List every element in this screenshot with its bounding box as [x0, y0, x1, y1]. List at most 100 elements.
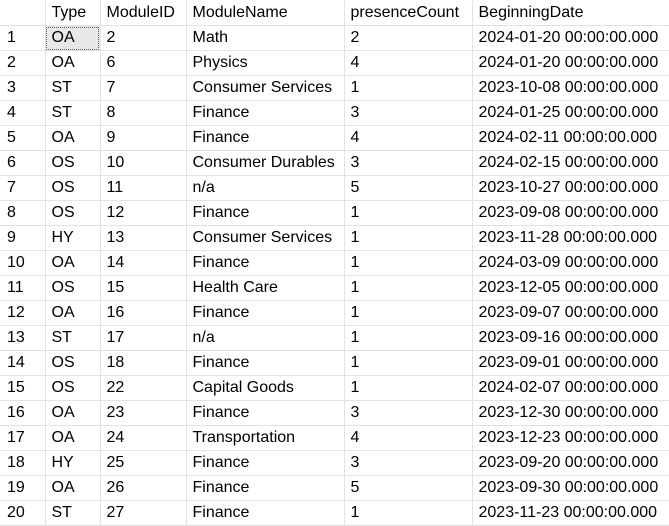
- presence-count-cell[interactable]: 1: [344, 375, 473, 401]
- table-row[interactable]: 13 ST 17 n/a 1 2023-09-16 00:00:00.000: [0, 325, 669, 351]
- module-id-cell[interactable]: 14: [100, 250, 187, 276]
- type-cell[interactable]: ST: [45, 75, 101, 101]
- beginning-date-cell[interactable]: 2023-09-20 00:00:00.000: [472, 450, 669, 476]
- type-cell[interactable]: OS: [45, 375, 101, 401]
- type-cell[interactable]: HY: [45, 450, 101, 476]
- presence-count-cell[interactable]: 4: [344, 125, 473, 151]
- table-row[interactable]: 16 OA 23 Finance 3 2023-12-30 00:00:00.000: [0, 400, 669, 426]
- presence-count-cell[interactable]: 1: [344, 300, 473, 326]
- module-name-cell[interactable]: n/a: [186, 175, 345, 201]
- module-id-cell[interactable]: 16: [100, 300, 187, 326]
- table-row[interactable]: 8 OS 12 Finance 1 2023-09-08 00:00:00.000: [0, 200, 669, 226]
- presence-count-cell[interactable]: 1: [344, 275, 473, 301]
- beginning-date-cell[interactable]: 2023-12-05 00:00:00.000: [472, 275, 669, 301]
- column-header-module-name[interactable]: ModuleName: [186, 0, 345, 26]
- corner-cell[interactable]: [0, 0, 46, 26]
- type-cell[interactable]: OS: [45, 275, 101, 301]
- presence-count-cell[interactable]: 5: [344, 175, 473, 201]
- beginning-date-cell[interactable]: 2023-09-30 00:00:00.000: [472, 475, 669, 501]
- presence-count-cell[interactable]: 3: [344, 150, 473, 176]
- beginning-date-cell[interactable]: 2024-02-11 00:00:00.000: [472, 125, 669, 151]
- beginning-date-cell[interactable]: 2023-12-30 00:00:00.000: [472, 400, 669, 426]
- table-row[interactable]: 15 OS 22 Capital Goods 1 2024-02-07 00:00:00.…: [0, 375, 669, 401]
- row-number-cell[interactable]: 4: [0, 100, 46, 126]
- table-row[interactable]: 12 OA 16 Finance 1 2023-09-07 00:00:00.000: [0, 300, 669, 326]
- module-id-cell[interactable]: 10: [100, 150, 187, 176]
- table-row[interactable]: 3 ST 7 Consumer Services 1 2023-10-08 00:00:0…: [0, 75, 669, 101]
- module-id-cell[interactable]: 15: [100, 275, 187, 301]
- beginning-date-cell[interactable]: 2024-01-20 00:00:00.000: [472, 50, 669, 76]
- row-number-cell[interactable]: 5: [0, 125, 46, 151]
- presence-count-cell[interactable]: 1: [344, 75, 473, 101]
- module-id-cell[interactable]: 22: [100, 375, 187, 401]
- module-name-cell[interactable]: Consumer Services: [186, 75, 345, 101]
- module-name-cell[interactable]: Finance: [186, 100, 345, 126]
- type-cell[interactable]: OS: [45, 200, 101, 226]
- module-id-cell[interactable]: 27: [100, 500, 187, 526]
- table-row[interactable]: 11 OS 15 Health Care 1 2023-12-05 00:00:00.00…: [0, 275, 669, 301]
- beginning-date-cell[interactable]: 2023-10-08 00:00:00.000: [472, 75, 669, 101]
- beginning-date-cell[interactable]: 2024-01-25 00:00:00.000: [472, 100, 669, 126]
- presence-count-cell[interactable]: 1: [344, 500, 473, 526]
- type-cell[interactable]: OA: [45, 300, 101, 326]
- presence-count-cell[interactable]: 4: [344, 50, 473, 76]
- module-name-cell[interactable]: Physics: [186, 50, 345, 76]
- table-row[interactable]: 6 OS 10 Consumer Durables 3 2024-02-15 00:00:…: [0, 150, 669, 176]
- module-name-cell[interactable]: Transportation: [186, 425, 345, 451]
- type-cell[interactable]: ST: [45, 325, 101, 351]
- row-number-cell[interactable]: 6: [0, 150, 46, 176]
- row-number-cell[interactable]: 18: [0, 450, 46, 476]
- row-number-cell[interactable]: 9: [0, 225, 46, 251]
- module-name-cell[interactable]: Finance: [186, 450, 345, 476]
- table-row[interactable]: 17 OA 24 Transportation 4 2023-12-23 00:00:00…: [0, 425, 669, 451]
- row-number-cell[interactable]: 7: [0, 175, 46, 201]
- module-name-cell[interactable]: Consumer Services: [186, 225, 345, 251]
- type-cell[interactable]: OS: [45, 350, 101, 376]
- module-name-cell[interactable]: n/a: [186, 325, 345, 351]
- row-number-cell[interactable]: 20: [0, 500, 46, 526]
- table-row[interactable]: 19 OA 26 Finance 5 2023-09-30 00:00:00.000: [0, 475, 669, 501]
- row-number-cell[interactable]: 8: [0, 200, 46, 226]
- column-header-beginning-date[interactable]: BeginningDate: [472, 0, 669, 26]
- module-id-cell[interactable]: 7: [100, 75, 187, 101]
- type-cell[interactable]: OA: [45, 25, 101, 51]
- presence-count-cell[interactable]: 4: [344, 425, 473, 451]
- beginning-date-cell[interactable]: 2023-11-28 00:00:00.000: [472, 225, 669, 251]
- type-cell[interactable]: OS: [45, 150, 101, 176]
- presence-count-cell[interactable]: 3: [344, 100, 473, 126]
- row-number-cell[interactable]: 15: [0, 375, 46, 401]
- module-id-cell[interactable]: 18: [100, 350, 187, 376]
- presence-count-cell[interactable]: 1: [344, 225, 473, 251]
- module-id-cell[interactable]: 6: [100, 50, 187, 76]
- row-number-cell[interactable]: 13: [0, 325, 46, 351]
- module-id-cell[interactable]: 13: [100, 225, 187, 251]
- type-cell[interactable]: OA: [45, 250, 101, 276]
- module-id-cell[interactable]: 9: [100, 125, 187, 151]
- column-header-module-id[interactable]: ModuleID: [100, 0, 187, 26]
- row-number-cell[interactable]: 3: [0, 75, 46, 101]
- module-id-cell[interactable]: 25: [100, 450, 187, 476]
- module-name-cell[interactable]: Finance: [186, 475, 345, 501]
- module-id-cell[interactable]: 17: [100, 325, 187, 351]
- table-row[interactable]: 7 OS 11 n/a 5 2023-10-27 00:00:00.000: [0, 175, 669, 201]
- type-cell[interactable]: ST: [45, 500, 101, 526]
- module-name-cell[interactable]: Finance: [186, 200, 345, 226]
- presence-count-cell[interactable]: 5: [344, 475, 473, 501]
- module-id-cell[interactable]: 26: [100, 475, 187, 501]
- module-name-cell[interactable]: Consumer Durables: [186, 150, 345, 176]
- module-name-cell[interactable]: Math: [186, 25, 345, 51]
- beginning-date-cell[interactable]: 2023-09-07 00:00:00.000: [472, 300, 669, 326]
- type-cell[interactable]: OS: [45, 175, 101, 201]
- presence-count-cell[interactable]: 2: [344, 25, 473, 51]
- type-cell[interactable]: OA: [45, 50, 101, 76]
- module-name-cell[interactable]: Finance: [186, 350, 345, 376]
- presence-count-cell[interactable]: 1: [344, 250, 473, 276]
- module-name-cell[interactable]: Capital Goods: [186, 375, 345, 401]
- presence-count-cell[interactable]: 1: [344, 200, 473, 226]
- presence-count-cell[interactable]: 3: [344, 450, 473, 476]
- module-id-cell[interactable]: 24: [100, 425, 187, 451]
- row-number-cell[interactable]: 14: [0, 350, 46, 376]
- module-name-cell[interactable]: Finance: [186, 125, 345, 151]
- table-row[interactable]: 20 ST 27 Finance 1 2023-11-23 00:00:00.000: [0, 500, 669, 526]
- row-number-cell[interactable]: 1: [0, 25, 46, 51]
